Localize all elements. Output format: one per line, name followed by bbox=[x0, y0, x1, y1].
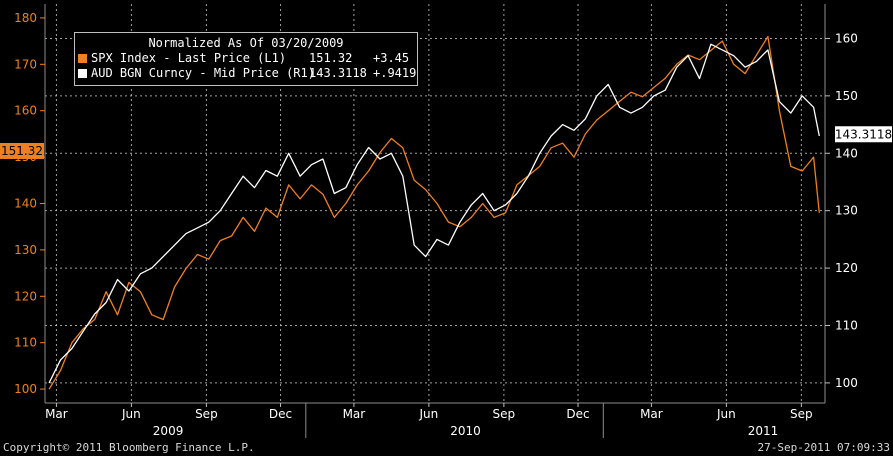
left-tick-label: 180 bbox=[14, 11, 37, 25]
right-axis: 100 110 120 130 140 150 160 bbox=[824, 4, 858, 403]
legend-label-spx: SPX Index - Last Price (L1) bbox=[91, 51, 287, 65]
right-tick-label: 110 bbox=[835, 318, 858, 332]
x-tick-label: Sep bbox=[493, 407, 516, 421]
aud-line bbox=[48, 43, 820, 384]
right-tick-label: 140 bbox=[835, 146, 858, 160]
x-tick-label: Sep bbox=[790, 407, 813, 421]
series-lines bbox=[48, 35, 820, 390]
left-tick-label: 160 bbox=[14, 104, 37, 118]
right-tick-label: 130 bbox=[835, 204, 858, 218]
left-tick-label: 170 bbox=[14, 57, 37, 71]
copyright-text: Copyright© 2011 Bloomberg Finance L.P. bbox=[3, 441, 255, 454]
legend-value-spx: 151.32 bbox=[309, 51, 353, 65]
x-tick-label: Dec bbox=[566, 407, 589, 421]
aud-last-value-box bbox=[835, 126, 892, 143]
legend-item-spx: SPX Index - Last Price (L1) 151.32 +3.45 bbox=[75, 51, 417, 66]
left-tick-label: 130 bbox=[14, 243, 37, 257]
spx-line bbox=[48, 35, 820, 390]
x-tick-label: Jun bbox=[121, 407, 141, 421]
spx-last-value: 151.32 bbox=[1, 144, 43, 158]
legend-swatch-spx bbox=[78, 54, 87, 63]
aud-last-value: 143.3118 bbox=[835, 127, 892, 141]
last-value-labels: 151.32 143.3118 bbox=[0, 126, 892, 159]
right-tick-label: 120 bbox=[835, 261, 858, 275]
x-axis: Mar Jun Sep Dec Mar Jun Sep Dec Mar Jun Sep 2009 201… bbox=[45, 402, 825, 438]
right-tick-label: 150 bbox=[835, 89, 858, 103]
legend-swatch-aud bbox=[78, 69, 87, 78]
legend-value-aud: 143.3118 bbox=[309, 66, 367, 80]
x-tick-label: Dec bbox=[269, 407, 292, 421]
left-tick-label: 110 bbox=[14, 336, 37, 350]
left-tick-label: 100 bbox=[14, 382, 37, 396]
x-tick-label: Mar bbox=[640, 407, 663, 421]
year-label: 2010 bbox=[450, 424, 481, 438]
legend-box: Normalized As Of 03/20/2009 SPX Index - … bbox=[74, 32, 418, 86]
x-tick-label: Jun bbox=[419, 407, 439, 421]
right-tick-label: 160 bbox=[835, 31, 858, 45]
left-tick-label: 120 bbox=[14, 289, 37, 303]
year-label: 2009 bbox=[153, 424, 184, 438]
x-tick-label: Mar bbox=[45, 407, 68, 421]
legend-change-spx: +3.45 bbox=[373, 51, 410, 65]
left-axis: 100110120130140150160170180 bbox=[14, 4, 46, 403]
legend-item-aud: AUD BGN Curncy - Mid Price (R1) 143.3118… bbox=[75, 66, 417, 81]
timestamp-text: 27-Sep-2011 07:09:33 bbox=[757, 441, 890, 454]
left-tick-label: 140 bbox=[14, 197, 37, 211]
legend-label-aud: AUD BGN Curncy - Mid Price (R1) bbox=[91, 66, 315, 80]
spx-last-value-box bbox=[0, 142, 44, 159]
legend-change-aud: +.9419 bbox=[373, 66, 417, 80]
year-label: 2011 bbox=[748, 424, 779, 438]
x-tick-label: Jun bbox=[716, 407, 736, 421]
x-tick-label: Sep bbox=[195, 407, 218, 421]
legend-header: Normalized As Of 03/20/2009 bbox=[148, 36, 344, 50]
x-tick-label: Mar bbox=[343, 407, 366, 421]
right-tick-label: 100 bbox=[835, 376, 858, 390]
